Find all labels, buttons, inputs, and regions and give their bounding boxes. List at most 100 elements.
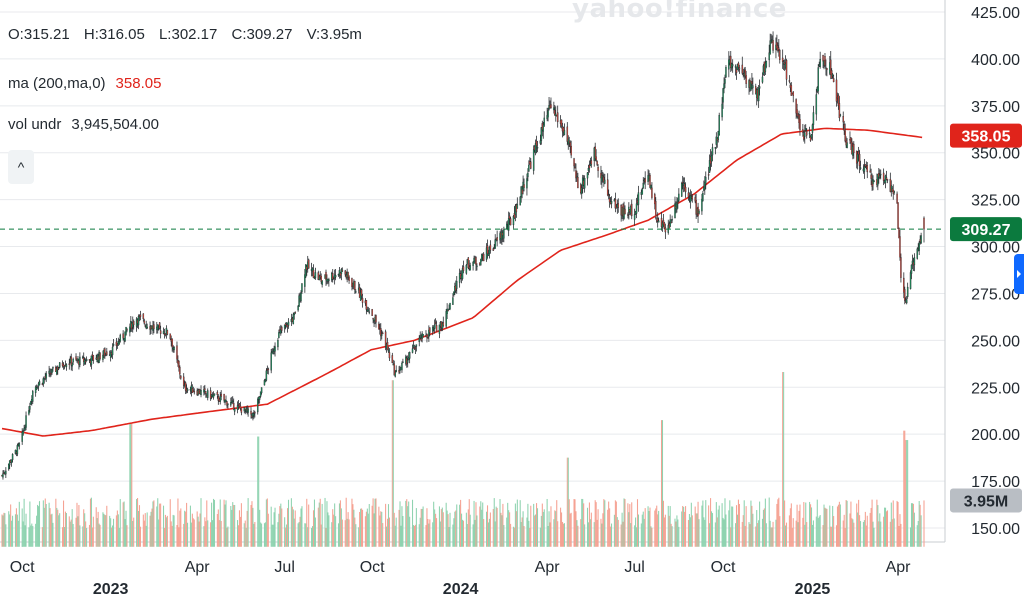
ma-legend[interactable]: ma (200,ma,0) 358.05 (8, 75, 171, 92)
volume-bar (919, 504, 921, 547)
candle-body (411, 348, 414, 353)
volume-bar (817, 518, 819, 547)
volume-bar (138, 505, 141, 547)
ma-price-tag-bg (950, 123, 1022, 148)
volume-bar (561, 521, 564, 547)
volume-legend[interactable]: vol undr 3,945,504.00 (8, 116, 169, 133)
volume-bar (792, 518, 794, 547)
candle (588, 160, 591, 173)
volume-bar (374, 498, 376, 547)
side-panel-toggle[interactable] (1014, 254, 1024, 294)
volume-bar (439, 521, 441, 547)
candle-body (286, 324, 289, 328)
candle (2, 470, 4, 480)
candle (169, 333, 171, 340)
candle-body (509, 218, 512, 226)
candle (475, 256, 477, 271)
volume-bar (795, 520, 797, 547)
volume-bar (358, 527, 360, 547)
collapse-legend-button[interactable]: ^ (8, 150, 34, 184)
candle (438, 324, 441, 339)
volume-bar (663, 517, 665, 547)
candle (655, 197, 657, 220)
candle (135, 317, 138, 332)
candle-body (8, 460, 11, 466)
candle-body (555, 113, 557, 116)
candle-body (893, 190, 895, 193)
candle-body (516, 204, 519, 209)
volume-bar (250, 505, 252, 547)
volume-bar (664, 514, 666, 547)
candle (694, 194, 696, 204)
candle (630, 199, 633, 220)
candle (32, 389, 34, 404)
volume-bar (190, 522, 192, 547)
candle (35, 384, 38, 390)
y-tick-label: 150.00 (971, 521, 1020, 538)
candle (573, 157, 575, 172)
candle-body (23, 428, 25, 431)
volume-bar (897, 501, 899, 547)
volume-bar (667, 505, 669, 547)
volume-bar (636, 499, 639, 547)
candle (57, 365, 59, 375)
volume-bar (461, 519, 464, 547)
volume-bar (203, 526, 205, 547)
candle-body (431, 327, 434, 332)
x-tick-year: 2023 (93, 581, 129, 598)
candle (292, 312, 295, 325)
volume-bar (736, 514, 739, 547)
candle (456, 276, 458, 294)
volume-bar (628, 512, 630, 547)
volume-bar (530, 505, 532, 547)
candle (765, 60, 768, 69)
candle-body (348, 276, 350, 281)
candle-body (445, 311, 447, 327)
candle (77, 355, 79, 364)
candle (158, 322, 161, 330)
candle (178, 360, 180, 372)
candle-body (52, 367, 54, 369)
volume-bar (144, 513, 146, 547)
candle-body (896, 193, 898, 204)
volume-bar (173, 515, 175, 547)
volume-bar (448, 526, 450, 547)
volume-bar (581, 498, 583, 547)
candle-body (768, 52, 770, 61)
volume-bar (561, 512, 563, 547)
volume-bar (453, 518, 455, 547)
candle-body (687, 192, 690, 197)
candle-body (387, 350, 390, 352)
candle-body (169, 333, 171, 339)
candle-body (718, 115, 720, 136)
candle (263, 378, 266, 386)
candle (63, 365, 66, 370)
candle-body (447, 309, 449, 312)
candle-body (92, 355, 95, 361)
volume-bar (744, 525, 746, 547)
candle (118, 339, 121, 345)
candle-body (805, 130, 808, 136)
volume-bar (682, 505, 684, 547)
candle-body (426, 334, 428, 338)
volume-bar (862, 521, 864, 547)
candle (402, 358, 404, 364)
volume-bar (321, 503, 323, 547)
candle-body (707, 174, 710, 176)
candle-body (575, 170, 577, 179)
candle-body (916, 248, 919, 259)
candle-body (781, 57, 784, 62)
volume-bar (865, 525, 867, 547)
volume-bar (709, 523, 711, 547)
volume-bar (608, 501, 610, 547)
candle-body (708, 160, 711, 173)
candle-body (122, 333, 124, 339)
volume-bar (584, 524, 586, 547)
candle (870, 168, 872, 186)
candle-body (601, 174, 603, 182)
volume-bar (58, 515, 60, 547)
candle (157, 324, 159, 334)
candle-body (399, 369, 401, 372)
candle (481, 253, 483, 262)
